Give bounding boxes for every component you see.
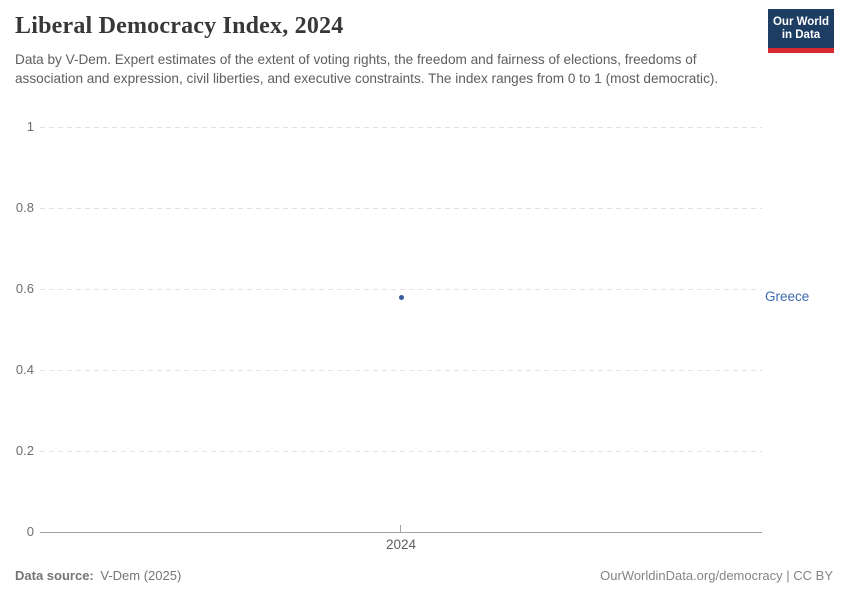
owid-logo[interactable]: Our World in Data [768, 9, 834, 53]
gridline [40, 369, 762, 371]
x-axis-line [40, 532, 762, 533]
entity-label-greece[interactable]: Greece [765, 289, 810, 305]
y-axis-tick-label: 0 [26, 524, 34, 539]
y-axis-tick-label: 0.4 [15, 362, 34, 377]
x-axis-tick-label: 2024 [385, 537, 417, 552]
gridline [40, 207, 762, 209]
data-source: Data source: V-Dem (2025) [15, 568, 181, 583]
owid-logo-text-line2: in Data [781, 29, 821, 41]
chart-title: Liberal Democracy Index, 2024 [15, 13, 344, 39]
y-axis-tick-label: 0.6 [15, 281, 34, 296]
x-axis-tick [400, 525, 401, 532]
y-axis-tick-label: 0.8 [15, 200, 34, 215]
data-point-greece[interactable] [398, 294, 404, 300]
owid-logo-stripe [768, 48, 834, 53]
data-source-label: Data source: [15, 568, 94, 583]
data-source-value[interactable]: V-Dem (2025) [100, 568, 182, 583]
gridline [40, 288, 762, 290]
owid-logo-text-line1: Our World [772, 16, 829, 28]
chart-subtitle: Data by V-Dem. Expert estimates of the e… [15, 52, 719, 86]
y-axis-tick-label: 1 [26, 119, 34, 134]
gridline [40, 450, 762, 452]
y-axis-tick-label: 0.2 [15, 443, 34, 458]
footer-license-link[interactable]: OurWorldinData.org/democracy | CC BY [600, 568, 833, 583]
gridline [40, 126, 762, 128]
